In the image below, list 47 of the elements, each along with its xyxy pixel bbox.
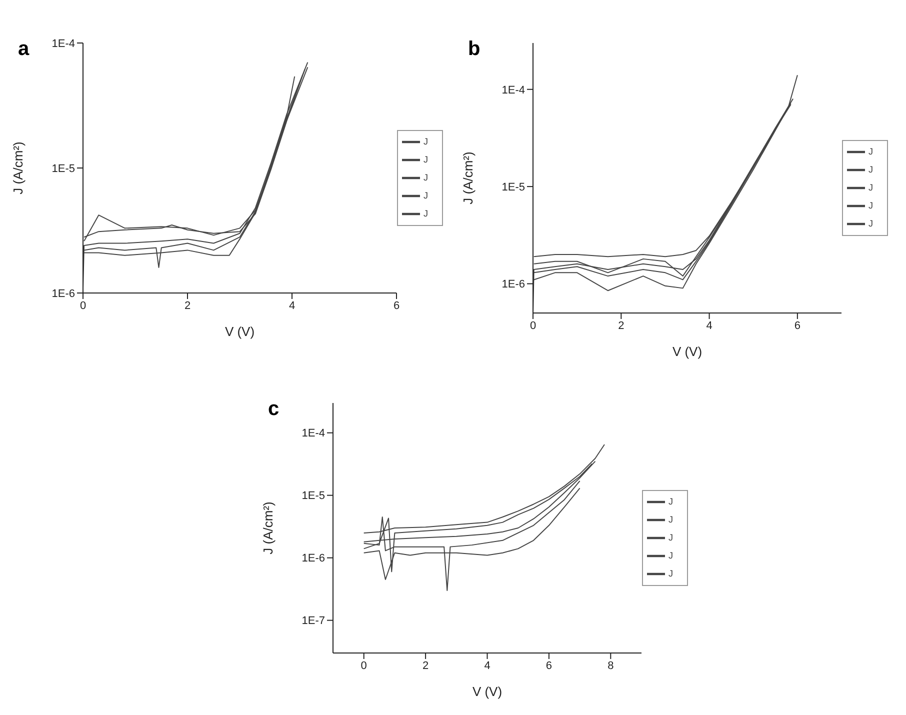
- x-axis-title: V (V): [672, 344, 702, 359]
- chart-title: c: [268, 398, 280, 421]
- x-axis-title: V (V): [472, 684, 502, 699]
- x-tick-label: 0: [530, 320, 536, 332]
- legend-label: J: [668, 496, 673, 506]
- y-axis-title: J (A/cm²): [260, 502, 276, 554]
- x-tick-label: 6: [794, 320, 800, 332]
- legend-label: J: [424, 172, 428, 182]
- legend-label: J: [424, 154, 428, 164]
- y-axis-title: J (A/cm²): [10, 142, 26, 194]
- y-tick-label: 1E-7: [302, 615, 325, 628]
- legend-label: J: [424, 136, 428, 146]
- chart-title: a: [18, 38, 30, 61]
- y-tick-label: 1E-6: [52, 288, 75, 300]
- y-tick-label: 1E-4: [302, 428, 325, 440]
- legend-label: J: [668, 514, 673, 524]
- x-tick-label: 4: [484, 660, 490, 672]
- legend-label: J: [668, 532, 673, 542]
- x-axis-title: V (V): [224, 324, 255, 339]
- y-tick-label: 1E-6: [302, 552, 325, 565]
- x-tick-label: 6: [546, 660, 552, 672]
- legend-label: J: [868, 182, 873, 192]
- legend-label: J: [668, 550, 673, 560]
- legend-label: J: [868, 200, 873, 210]
- y-tick-label: 1E-4: [52, 38, 75, 50]
- x-tick-label: 4: [288, 300, 296, 312]
- y-tick-label: 1E-5: [502, 181, 525, 194]
- x-tick-label: 0: [360, 660, 367, 672]
- y-tick-label: 1E-6: [502, 278, 525, 291]
- x-tick-label: 8: [608, 660, 614, 672]
- x-tick-label: 2: [184, 300, 191, 312]
- y-tick-label: 1E-5: [52, 162, 75, 175]
- legend-label: J: [868, 218, 873, 228]
- legend-label: J: [424, 190, 428, 200]
- x-tick-label: 6: [393, 300, 400, 312]
- x-tick-label: 4: [706, 320, 712, 332]
- legend-label: J: [868, 146, 873, 156]
- x-tick-label: 2: [618, 320, 624, 332]
- chart-title: b: [468, 38, 480, 61]
- y-tick-label: 1E-4: [502, 84, 525, 96]
- legend-label: J: [424, 208, 428, 218]
- x-tick-label: 2: [422, 660, 429, 672]
- y-tick-label: 1E-5: [302, 490, 325, 502]
- y-axis-title: J (A/cm²): [460, 152, 476, 204]
- legend-label: J: [668, 568, 673, 578]
- x-tick-label: 0: [80, 300, 86, 312]
- legend-label: J: [868, 164, 873, 174]
